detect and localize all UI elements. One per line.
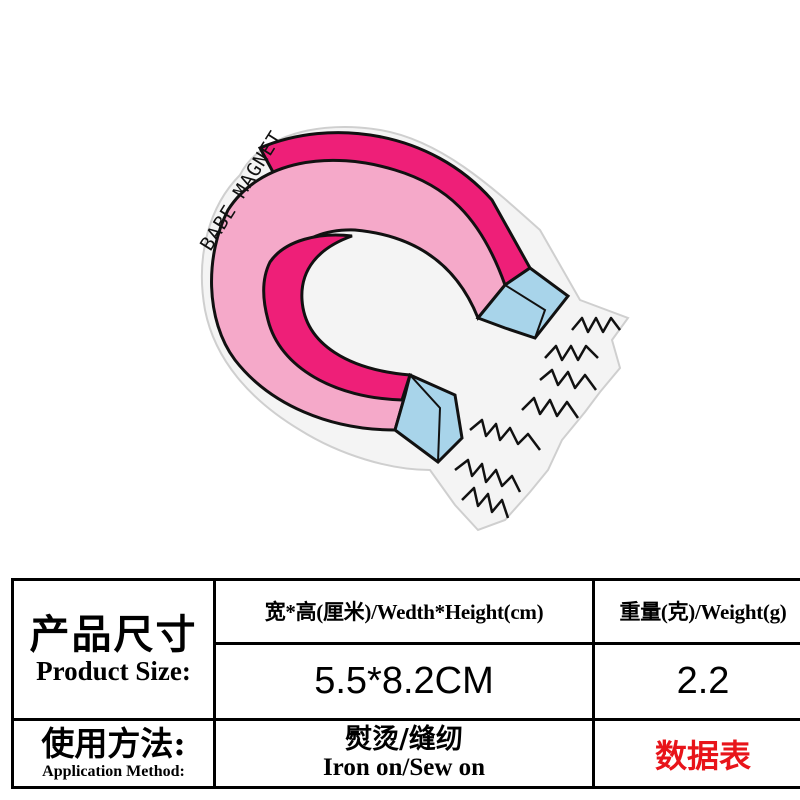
magnet-patch-illustration — [200, 126, 630, 532]
product-image: BABE MAGNET — [196, 126, 630, 532]
table-row: 使用方法: Application Method: 熨烫/缝纫 Iron on/… — [11, 718, 800, 789]
weight-value-cell: 2.2 — [592, 641, 800, 722]
product-size-en: Product Size: — [36, 655, 191, 686]
table-row: 5.5*8.2CM 2.2 — [13, 641, 800, 722]
method-value-zh: 熨烫/缝纫 — [345, 724, 463, 756]
method-label-cell: 使用方法: Application Method: — [11, 718, 216, 789]
datasheet-label: 数据表 — [654, 736, 751, 775]
table-row: 产品尺寸 Product Size: 宽*高(厘米)/Wedth*Height(… — [11, 577, 800, 722]
dimension-header: 宽*高(厘米)/Wedth*Height(cm) — [264, 600, 544, 625]
spec-table: 产品尺寸 Product Size: 宽*高(厘米)/Wedth*Height(… — [11, 577, 800, 789]
dimension-value-cell: 5.5*8.2CM — [213, 641, 595, 722]
dimension-value: 5.5*8.2CM — [314, 659, 494, 702]
magnet-red-band-inner — [262, 233, 413, 402]
method-value-cell: 熨烫/缝纫 Iron on/Sew on — [213, 718, 595, 789]
weight-value: 2.2 — [676, 659, 730, 702]
datasheet-cell: 数据表 — [592, 718, 800, 789]
method-zh: 使用方法: — [41, 723, 186, 763]
product-size-zh: 产品尺寸 — [29, 610, 198, 658]
weight-header-cell: 重量(克)/Weight(g) — [592, 578, 800, 645]
method-en: Application Method: — [42, 763, 185, 781]
magnet-zigzag-lines — [454, 316, 621, 519]
product-size-label-cell: 产品尺寸 Product Size: — [11, 577, 216, 722]
method-value-en: Iron on/Sew on — [322, 753, 486, 781]
weight-header: 重量(克)/Weight(g) — [619, 600, 787, 625]
dimension-header-cell: 宽*高(厘米)/Wedth*Height(cm) — [213, 578, 595, 645]
